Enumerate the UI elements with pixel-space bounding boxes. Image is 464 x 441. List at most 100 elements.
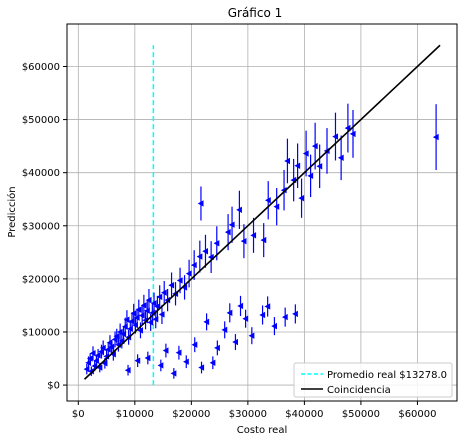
grid xyxy=(67,24,457,401)
data-point xyxy=(158,304,165,325)
data-point xyxy=(191,337,198,353)
point-marker xyxy=(89,350,96,357)
legend-mean-label: Promedio real $13278.0 xyxy=(327,370,447,381)
point-marker xyxy=(284,157,290,165)
point-marker xyxy=(260,236,267,244)
data-point xyxy=(281,307,288,327)
data-point xyxy=(265,181,271,220)
data-point xyxy=(294,143,301,189)
data-point xyxy=(284,138,290,184)
point-marker xyxy=(197,200,204,207)
y-tick-label: $60000 xyxy=(22,62,60,73)
data-point xyxy=(332,112,339,161)
point-marker xyxy=(94,352,101,359)
x-tick-label: $40000 xyxy=(285,409,323,420)
data-point xyxy=(344,103,351,153)
legend-identity-label: Coincidencia xyxy=(327,385,391,396)
data-point xyxy=(250,217,257,253)
point-marker xyxy=(316,163,323,170)
x-tick-label: $0 xyxy=(72,409,85,420)
y-tick-label: $10000 xyxy=(22,327,60,338)
point-marker xyxy=(135,306,142,313)
data-point xyxy=(202,234,209,268)
x-tick-label: $20000 xyxy=(172,409,210,420)
point-marker xyxy=(162,347,169,354)
point-marker xyxy=(185,270,192,277)
point-marker xyxy=(236,206,242,214)
data-point xyxy=(237,295,244,317)
y-tick-label: $20000 xyxy=(22,274,60,285)
point-marker xyxy=(198,364,205,371)
point-marker xyxy=(259,311,266,319)
data-point xyxy=(197,186,204,221)
point-marker xyxy=(265,197,271,204)
legend-box xyxy=(293,362,453,398)
point-marker xyxy=(183,358,189,365)
y-tick-label: $30000 xyxy=(22,221,60,232)
data-point xyxy=(161,280,167,305)
point-marker xyxy=(176,277,183,284)
point-marker xyxy=(226,309,233,317)
y-tick-label: $0 xyxy=(47,381,60,392)
point-marker xyxy=(224,228,231,236)
data-point xyxy=(154,295,160,318)
x-tick-label: $10000 xyxy=(116,409,154,420)
point-marker xyxy=(168,282,175,289)
data-point xyxy=(226,303,233,323)
chart-title: Gráfico 1 xyxy=(228,6,283,20)
data-point xyxy=(214,340,220,356)
data-point xyxy=(248,327,255,345)
x-tick-label: $50000 xyxy=(342,409,380,420)
point-marker xyxy=(311,142,318,150)
data-point xyxy=(110,347,116,361)
data-point xyxy=(99,340,106,356)
point-marker xyxy=(273,203,280,210)
data-point xyxy=(316,144,323,189)
data-point xyxy=(349,110,356,158)
data-point xyxy=(260,223,267,258)
point-marker xyxy=(213,240,220,247)
point-marker xyxy=(248,332,255,339)
data-point xyxy=(144,351,151,365)
data-point xyxy=(123,310,130,330)
point-marker xyxy=(307,172,314,180)
point-marker xyxy=(292,310,298,318)
data-point xyxy=(203,313,210,331)
point-marker xyxy=(96,364,103,371)
point-marker xyxy=(203,318,210,326)
y-axis-label: Predicción xyxy=(6,186,18,237)
point-marker xyxy=(124,367,131,374)
identity-line xyxy=(83,44,441,380)
data-point xyxy=(130,303,137,323)
identity-line-path xyxy=(83,44,441,380)
point-marker xyxy=(181,284,188,291)
data-point xyxy=(145,288,152,312)
data-point xyxy=(175,345,182,360)
data-point xyxy=(209,356,216,370)
y-tick-label: $40000 xyxy=(22,168,60,179)
point-marker xyxy=(232,338,238,346)
data-point xyxy=(228,206,235,243)
data-point xyxy=(140,294,147,317)
point-marker xyxy=(144,354,151,362)
plot-frame xyxy=(66,23,458,402)
data-point xyxy=(337,135,344,181)
point-marker xyxy=(158,311,165,318)
data-point xyxy=(196,240,203,273)
point-marker xyxy=(140,302,147,309)
data-point xyxy=(168,272,175,298)
data-point xyxy=(232,334,238,351)
point-marker xyxy=(134,357,141,364)
data-point xyxy=(207,241,214,274)
x-axis-label: Costo real xyxy=(237,425,287,436)
point-marker xyxy=(250,232,257,239)
x-tick-label: $60000 xyxy=(398,409,436,420)
point-marker xyxy=(221,326,228,334)
data-point xyxy=(307,154,314,198)
data-point xyxy=(221,321,228,339)
point-marker xyxy=(237,302,244,310)
point-marker xyxy=(298,194,305,202)
point-marker xyxy=(294,162,301,169)
point-marker xyxy=(190,261,197,269)
data-point xyxy=(157,359,164,372)
